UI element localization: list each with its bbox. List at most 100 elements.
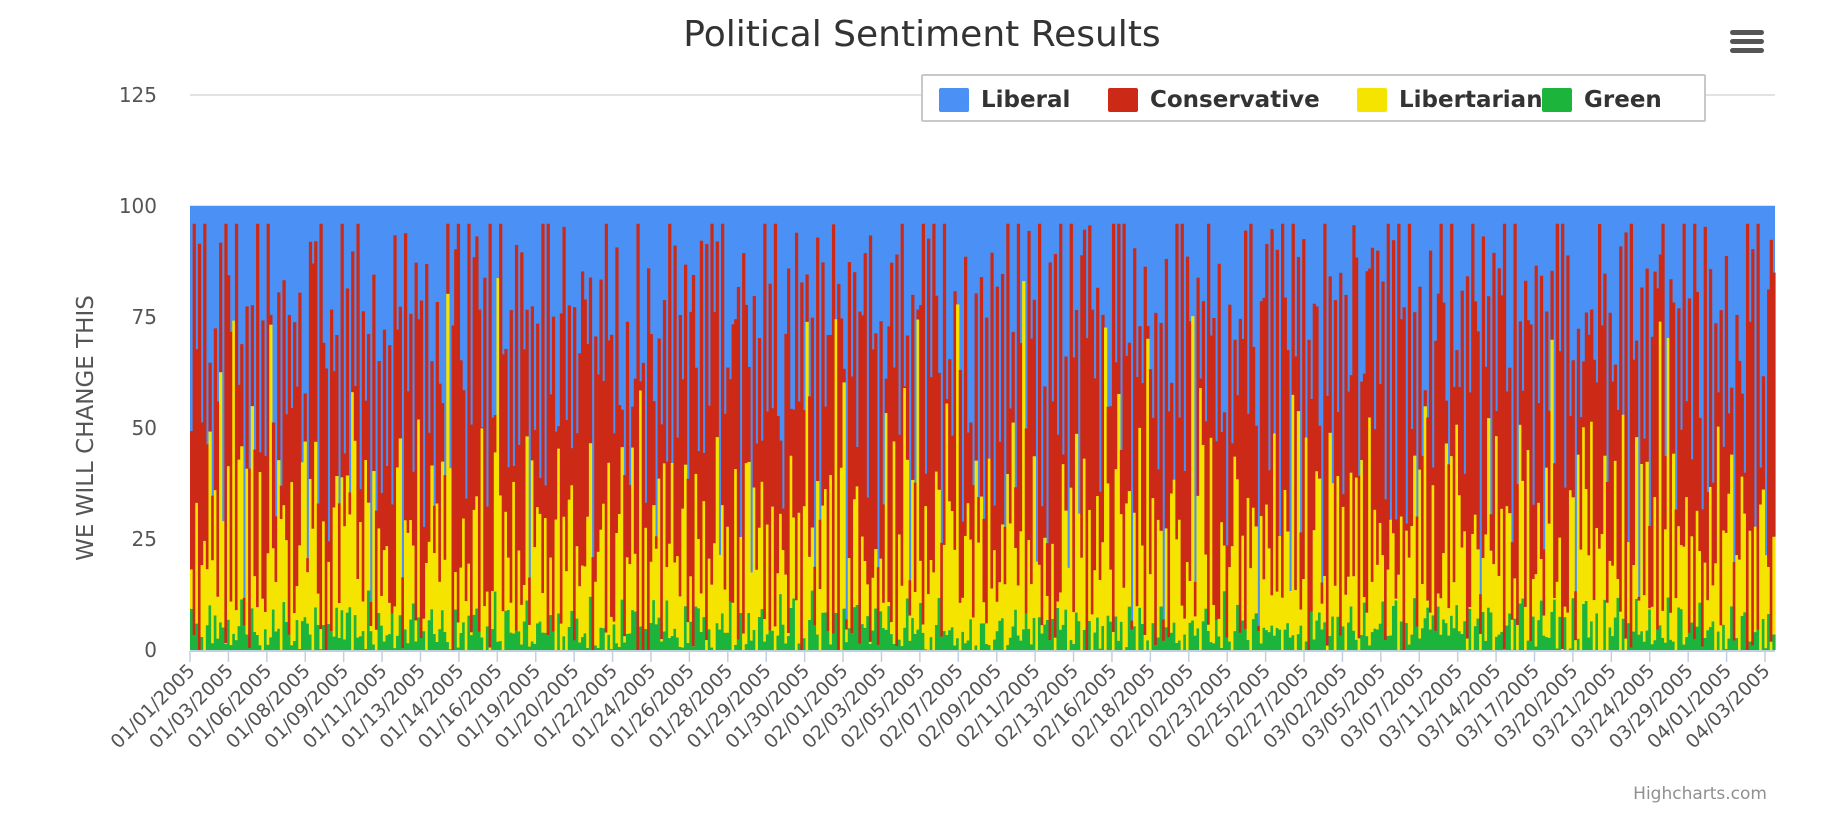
bar-conservative bbox=[343, 453, 347, 527]
bar-conservative bbox=[1156, 469, 1161, 520]
bar-libertarian bbox=[1006, 473, 1010, 646]
legend-label-green: Green bbox=[1584, 87, 1662, 113]
bar-green bbox=[470, 635, 474, 650]
highcharts-credit-link[interactable]: Highcharts.com bbox=[1633, 784, 1767, 804]
bar-libertarian bbox=[1669, 612, 1673, 640]
bar-green bbox=[1331, 616, 1335, 650]
bar-conservative bbox=[488, 223, 492, 648]
bar-green bbox=[361, 631, 365, 650]
bar-green bbox=[1487, 607, 1491, 650]
bar-libertarian bbox=[776, 573, 780, 636]
bar-libertarian bbox=[1521, 480, 1525, 599]
bar-green bbox=[789, 608, 793, 650]
bar-libertarian bbox=[1325, 645, 1330, 650]
bar-conservative bbox=[324, 368, 328, 650]
bar-green bbox=[1114, 616, 1118, 650]
bar-conservative bbox=[1502, 223, 1507, 650]
bar-conservative bbox=[1431, 467, 1435, 486]
bar-conservative bbox=[1685, 401, 1689, 498]
bar-green bbox=[866, 616, 870, 650]
bar-libertarian bbox=[1064, 510, 1068, 610]
bar-green bbox=[1304, 641, 1309, 650]
bar-libertarian bbox=[612, 621, 616, 625]
bar-libertarian bbox=[958, 602, 962, 650]
bar-libertarian bbox=[430, 465, 434, 610]
bar-conservative bbox=[316, 503, 321, 594]
bar-libertarian bbox=[1677, 526, 1681, 608]
bar-green bbox=[1391, 606, 1396, 650]
hamburger-menu-icon[interactable] bbox=[1726, 26, 1770, 60]
bar-conservative bbox=[723, 413, 727, 590]
bar-conservative bbox=[1109, 406, 1113, 570]
bar-libertarian bbox=[610, 616, 614, 650]
bar-conservative bbox=[1201, 301, 1205, 445]
bar-conservative bbox=[546, 223, 550, 635]
bar-conservative bbox=[755, 443, 759, 570]
bar-green bbox=[1381, 601, 1385, 650]
bar-conservative bbox=[200, 422, 204, 566]
bar-green bbox=[628, 633, 632, 650]
bar-green bbox=[282, 602, 286, 650]
bar-conservative bbox=[1642, 438, 1647, 596]
bar-green bbox=[583, 633, 587, 650]
bar-libertarian bbox=[578, 586, 582, 643]
bar-conservative bbox=[734, 319, 738, 470]
bar-green bbox=[422, 631, 426, 650]
bar-conservative bbox=[1244, 230, 1248, 630]
bar-libertarian bbox=[1492, 564, 1496, 650]
bar-libertarian bbox=[234, 610, 239, 641]
bar-conservative bbox=[789, 408, 793, 456]
bar-green bbox=[1127, 606, 1132, 650]
bar-libertarian bbox=[723, 589, 727, 633]
bar-conservative bbox=[882, 504, 886, 603]
bar-green bbox=[707, 629, 712, 650]
bar-green bbox=[586, 648, 590, 650]
bar-conservative bbox=[319, 223, 323, 630]
bar-conservative bbox=[213, 328, 218, 491]
bar-conservative bbox=[1674, 509, 1678, 599]
bar-conservative bbox=[393, 235, 397, 607]
bar-conservative bbox=[694, 367, 698, 474]
bar-green bbox=[316, 625, 321, 650]
bar-conservative bbox=[1328, 276, 1332, 433]
bar-libertarian bbox=[1328, 432, 1332, 637]
bar-green bbox=[1354, 639, 1359, 650]
bar-libertarian bbox=[810, 527, 815, 591]
bar-libertarian bbox=[536, 507, 540, 624]
bar-green bbox=[507, 609, 511, 650]
bar-green bbox=[1616, 597, 1620, 650]
bar-conservative bbox=[1090, 309, 1095, 615]
bar-libertarian bbox=[253, 576, 257, 633]
bar-conservative bbox=[1682, 223, 1686, 547]
bar-green bbox=[419, 638, 424, 650]
bar-libertarian bbox=[1539, 559, 1544, 601]
bar-green bbox=[1386, 635, 1390, 650]
bar-conservative bbox=[887, 326, 891, 602]
bar-conservative bbox=[1484, 366, 1488, 535]
bar-libertarian bbox=[1769, 641, 1773, 650]
bar-conservative bbox=[617, 405, 622, 515]
bar-libertarian bbox=[1436, 593, 1441, 607]
bar-libertarian bbox=[1582, 427, 1586, 605]
bar-libertarian bbox=[435, 503, 439, 643]
bar-conservative bbox=[1767, 289, 1771, 567]
bar-green bbox=[459, 633, 463, 650]
bar-conservative bbox=[1270, 229, 1274, 596]
bar-conservative bbox=[1732, 561, 1736, 641]
bar-conservative bbox=[644, 502, 648, 528]
bar-libertarian bbox=[887, 601, 891, 607]
bar-libertarian bbox=[348, 514, 352, 608]
bar-green bbox=[673, 628, 677, 650]
bar-conservative bbox=[1325, 395, 1330, 646]
bar-conservative bbox=[913, 482, 918, 593]
bar-libertarian bbox=[913, 592, 918, 635]
bar-libertarian bbox=[1175, 539, 1179, 644]
bar-green bbox=[1220, 648, 1224, 650]
bar-libertarian bbox=[1458, 495, 1462, 632]
bar-conservative bbox=[306, 558, 310, 573]
bar-conservative bbox=[1650, 336, 1655, 607]
bar-libertarian bbox=[224, 643, 228, 645]
bar-green bbox=[491, 629, 495, 650]
bar-libertarian bbox=[726, 526, 730, 633]
bar-green bbox=[1177, 640, 1182, 650]
